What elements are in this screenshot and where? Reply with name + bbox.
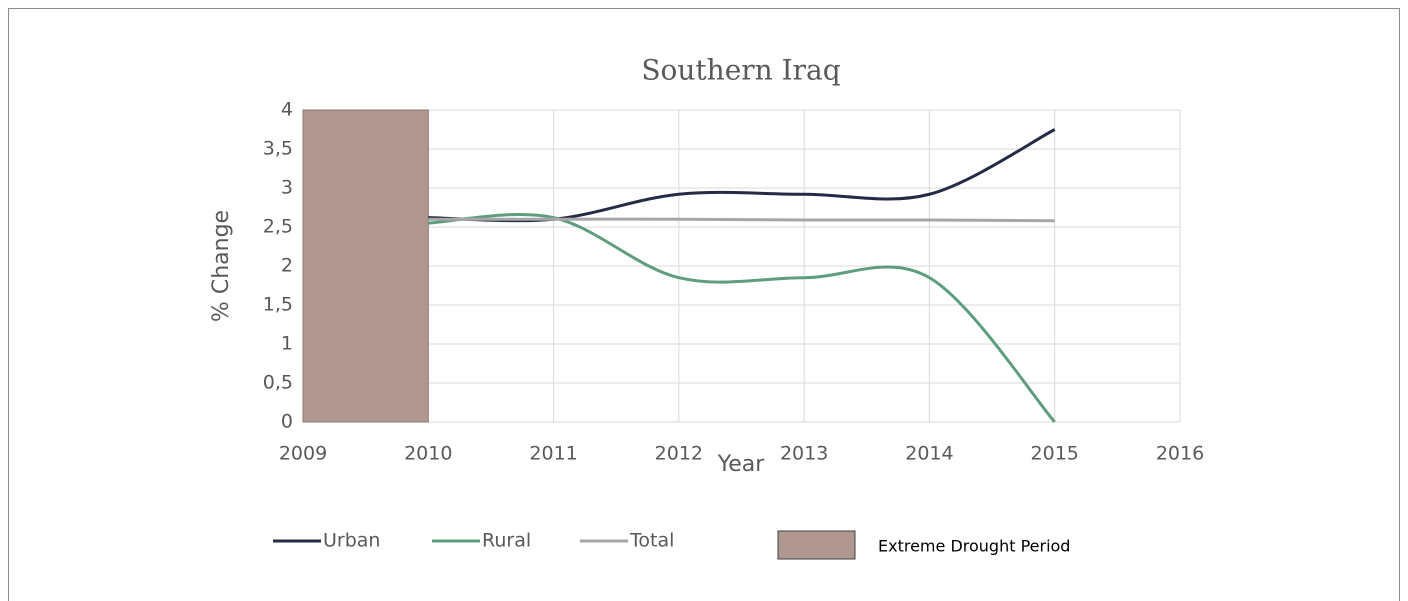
series-line (428, 217, 1055, 223)
series-line (428, 213, 1056, 423)
y-tick-label: 3,5 (263, 138, 293, 160)
x-tick-label: 2015 (1031, 443, 1079, 465)
legend-label: Urban (323, 530, 380, 552)
legend-swatch (777, 530, 856, 560)
x-tick-label: 2010 (404, 443, 452, 465)
y-tick-label: 1,5 (263, 294, 293, 316)
y-axis-label: % Change (209, 210, 234, 322)
x-tick-label: 2016 (1156, 443, 1204, 465)
y-tick-label: 0 (281, 411, 293, 433)
legend-label: Extreme Drought Period (878, 537, 1070, 556)
y-tick-label: 2,5 (263, 216, 293, 238)
x-tick-label: 2012 (655, 443, 703, 465)
x-tick-label: 2009 (279, 443, 327, 465)
y-tick-label: 4 (281, 99, 293, 121)
legend-label: Rural (482, 530, 531, 552)
x-axis-label: Year (717, 452, 766, 477)
legend-label: Total (629, 530, 674, 552)
chart-border (8, 8, 1400, 601)
shaded-region (302, 109, 429, 423)
y-tick-label: 1 (281, 333, 293, 355)
x-tick-label: 2014 (905, 443, 953, 465)
x-tick-label: 2011 (529, 443, 577, 465)
chart-title: Southern Iraq (641, 54, 840, 87)
series-line (428, 128, 1056, 223)
x-tick-label: 2013 (780, 443, 828, 465)
y-tick-label: 3 (281, 177, 293, 199)
y-tick-label: 2 (281, 255, 293, 277)
y-tick-label: 0,5 (263, 372, 293, 394)
